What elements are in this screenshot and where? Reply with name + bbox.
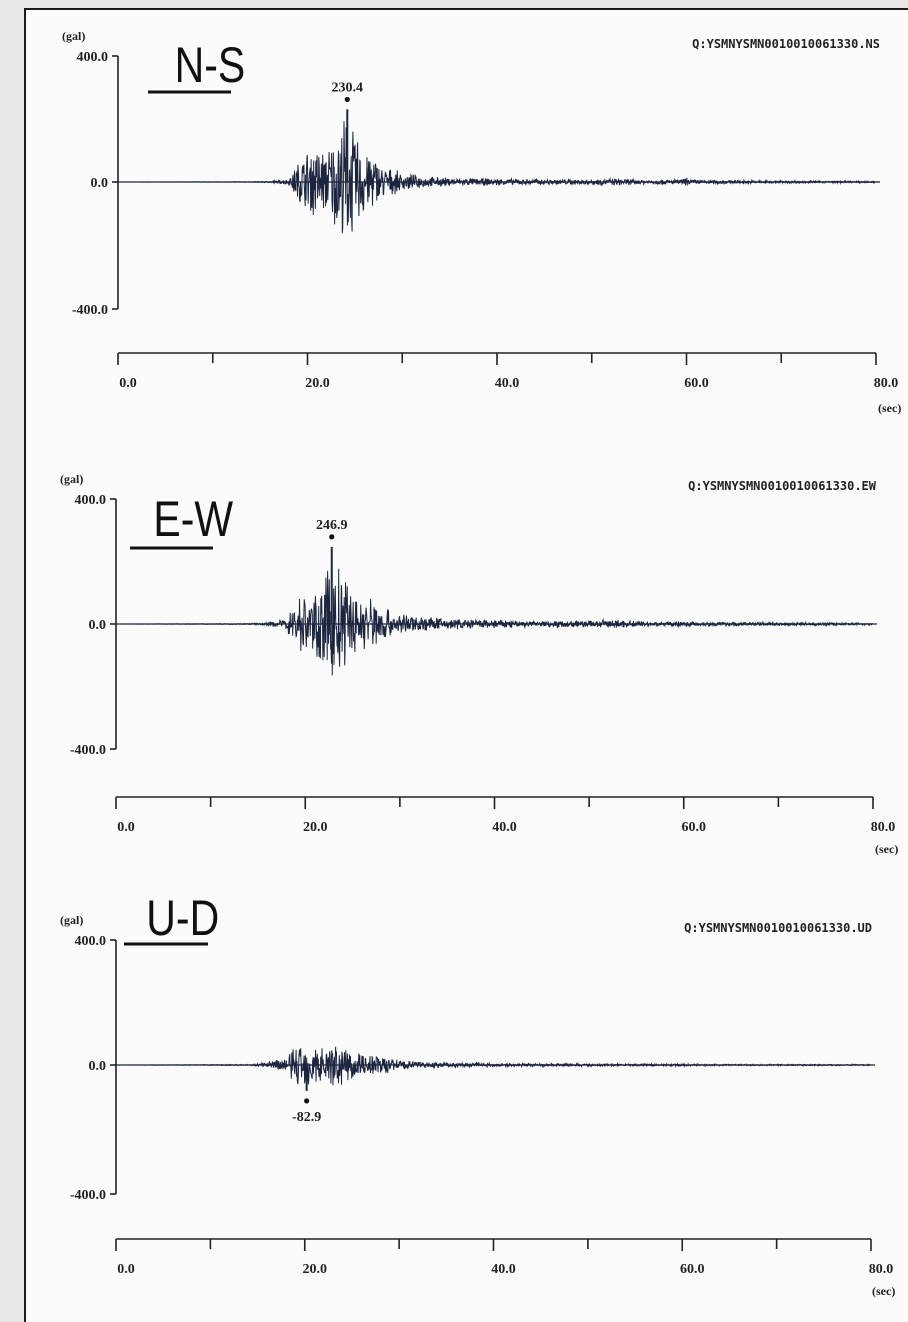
y-unit-label: (gal) [62,29,85,43]
channel-title: N-S [175,37,246,93]
x-tick-label: 0.0 [119,376,137,391]
x-unit-label: (sec) [875,842,898,856]
x-unit-label: (sec) [872,1284,895,1298]
x-tick-label: 20.0 [305,376,330,391]
channel-title: E-W [153,491,233,547]
peak-value-label: 246.9 [316,518,348,533]
y-tick-label: 0.0 [91,176,109,191]
x-tick-label: 40.0 [495,376,520,391]
y-tick-label: 400.0 [75,493,107,508]
y-unit-label: (gal) [60,472,83,486]
x-tick-label: 60.0 [682,820,707,835]
y-tick-label: -400.0 [70,1188,106,1203]
seismogram-chart-u-d: 400.0 0.0 -400.0 (gal) U-D Q:YSMNYSMN00100100… [60,890,895,1298]
peak-marker [344,96,350,103]
y-tick-label: -400.0 [72,303,108,318]
x-tick-label: 60.0 [680,1262,705,1277]
y-unit-label: (gal) [60,913,83,927]
record-id-label: Q:YSMNYSMN0010010061330.EW [688,479,877,493]
y-tick-label: 0.0 [89,618,107,633]
record-id-label: Q:YSMNYSMN0010010061330.UD [684,921,872,935]
seismogram-chart-n-s: 400.0 0.0 -400.0 (gal) N-S Q:YSMNYSMN00100100… [62,29,901,415]
x-tick-label: 40.0 [492,820,517,835]
x-tick-label: 0.0 [117,820,135,835]
x-tick-label: 20.0 [303,820,328,835]
x-tick-label: 60.0 [684,376,709,391]
x-tick-label: 80.0 [874,376,899,391]
peak-value-label: 230.4 [332,80,364,95]
y-tick-label: 400.0 [77,50,109,65]
x-tick-label: 20.0 [303,1262,328,1277]
x-tick-label: 40.0 [491,1262,516,1277]
peak-marker [329,534,335,540]
x-tick-label: 80.0 [871,820,896,835]
seismogram-chart-e-w: 400.0 0.0 -400.0 (gal) E-W Q:YSMNYSMN00100100… [60,472,898,856]
x-tick-label: 80.0 [869,1262,894,1277]
y-tick-label: 0.0 [89,1059,107,1074]
peak-value-label: -82.9 [292,1110,321,1125]
waveform-trace [116,1046,871,1086]
x-tick-label: 0.0 [117,1262,135,1277]
waveform-trace [118,121,876,234]
paper-sheet [24,8,908,1322]
x-unit-label: (sec) [878,401,901,415]
waveform-trace [116,568,873,676]
y-tick-label: -400.0 [70,743,106,758]
record-id-label: Q:YSMNYSMN0010010061330.NS [692,37,880,51]
y-tick-label: 400.0 [75,934,107,949]
peak-marker [304,1098,310,1104]
channel-title: U-D [146,890,219,946]
